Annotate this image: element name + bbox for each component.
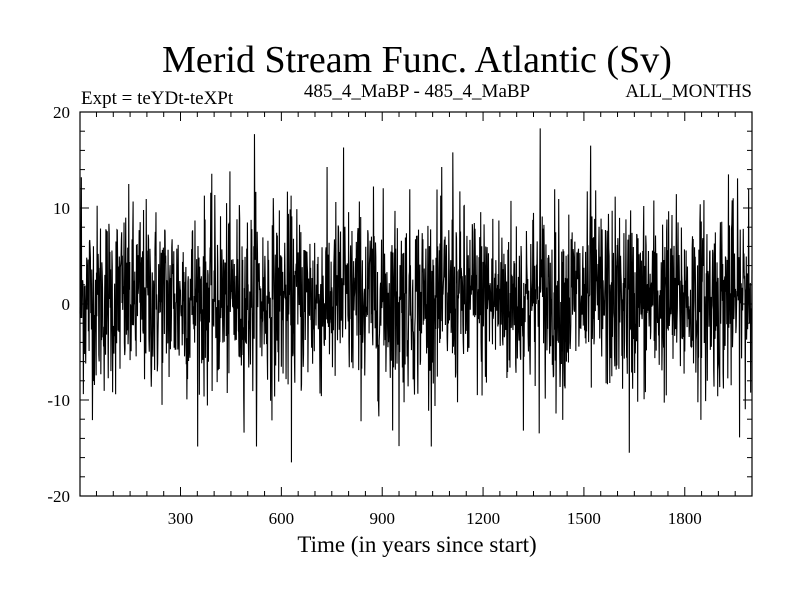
- plot-area: [79, 111, 753, 497]
- series-line: [79, 128, 753, 463]
- x-tick-label: 600: [269, 509, 295, 528]
- x-tick-label: 300: [168, 509, 194, 528]
- subtitle-experiment: Expt = teYDt-teXPt: [81, 88, 234, 109]
- chart-title: Merid Stream Func. Atlantic (Sv): [162, 39, 672, 81]
- plot-frame: [79, 111, 753, 497]
- x-tick-label: 1200: [466, 509, 500, 528]
- x-tick-labels: 300 600 900 1200 1500 1800: [168, 509, 702, 528]
- x-tick-label: 900: [369, 509, 395, 528]
- y-tick-labels: -20 -10 0 10 20: [47, 103, 70, 506]
- y-tick-label: 0: [62, 295, 71, 314]
- subtitle-period: 485_4_MaBP - 485_4_MaBP: [304, 81, 530, 102]
- y-tick-label: 20: [53, 103, 70, 122]
- y-tick-label: 10: [53, 199, 70, 218]
- subtitle-months: ALL_MONTHS: [625, 81, 752, 102]
- y-tick-label: -20: [47, 487, 70, 506]
- x-tick-label: 1800: [668, 509, 702, 528]
- x-tick-label: 1500: [567, 509, 601, 528]
- y-tick-label: -10: [47, 391, 70, 410]
- x-axis-title: Time (in years since start): [297, 532, 536, 557]
